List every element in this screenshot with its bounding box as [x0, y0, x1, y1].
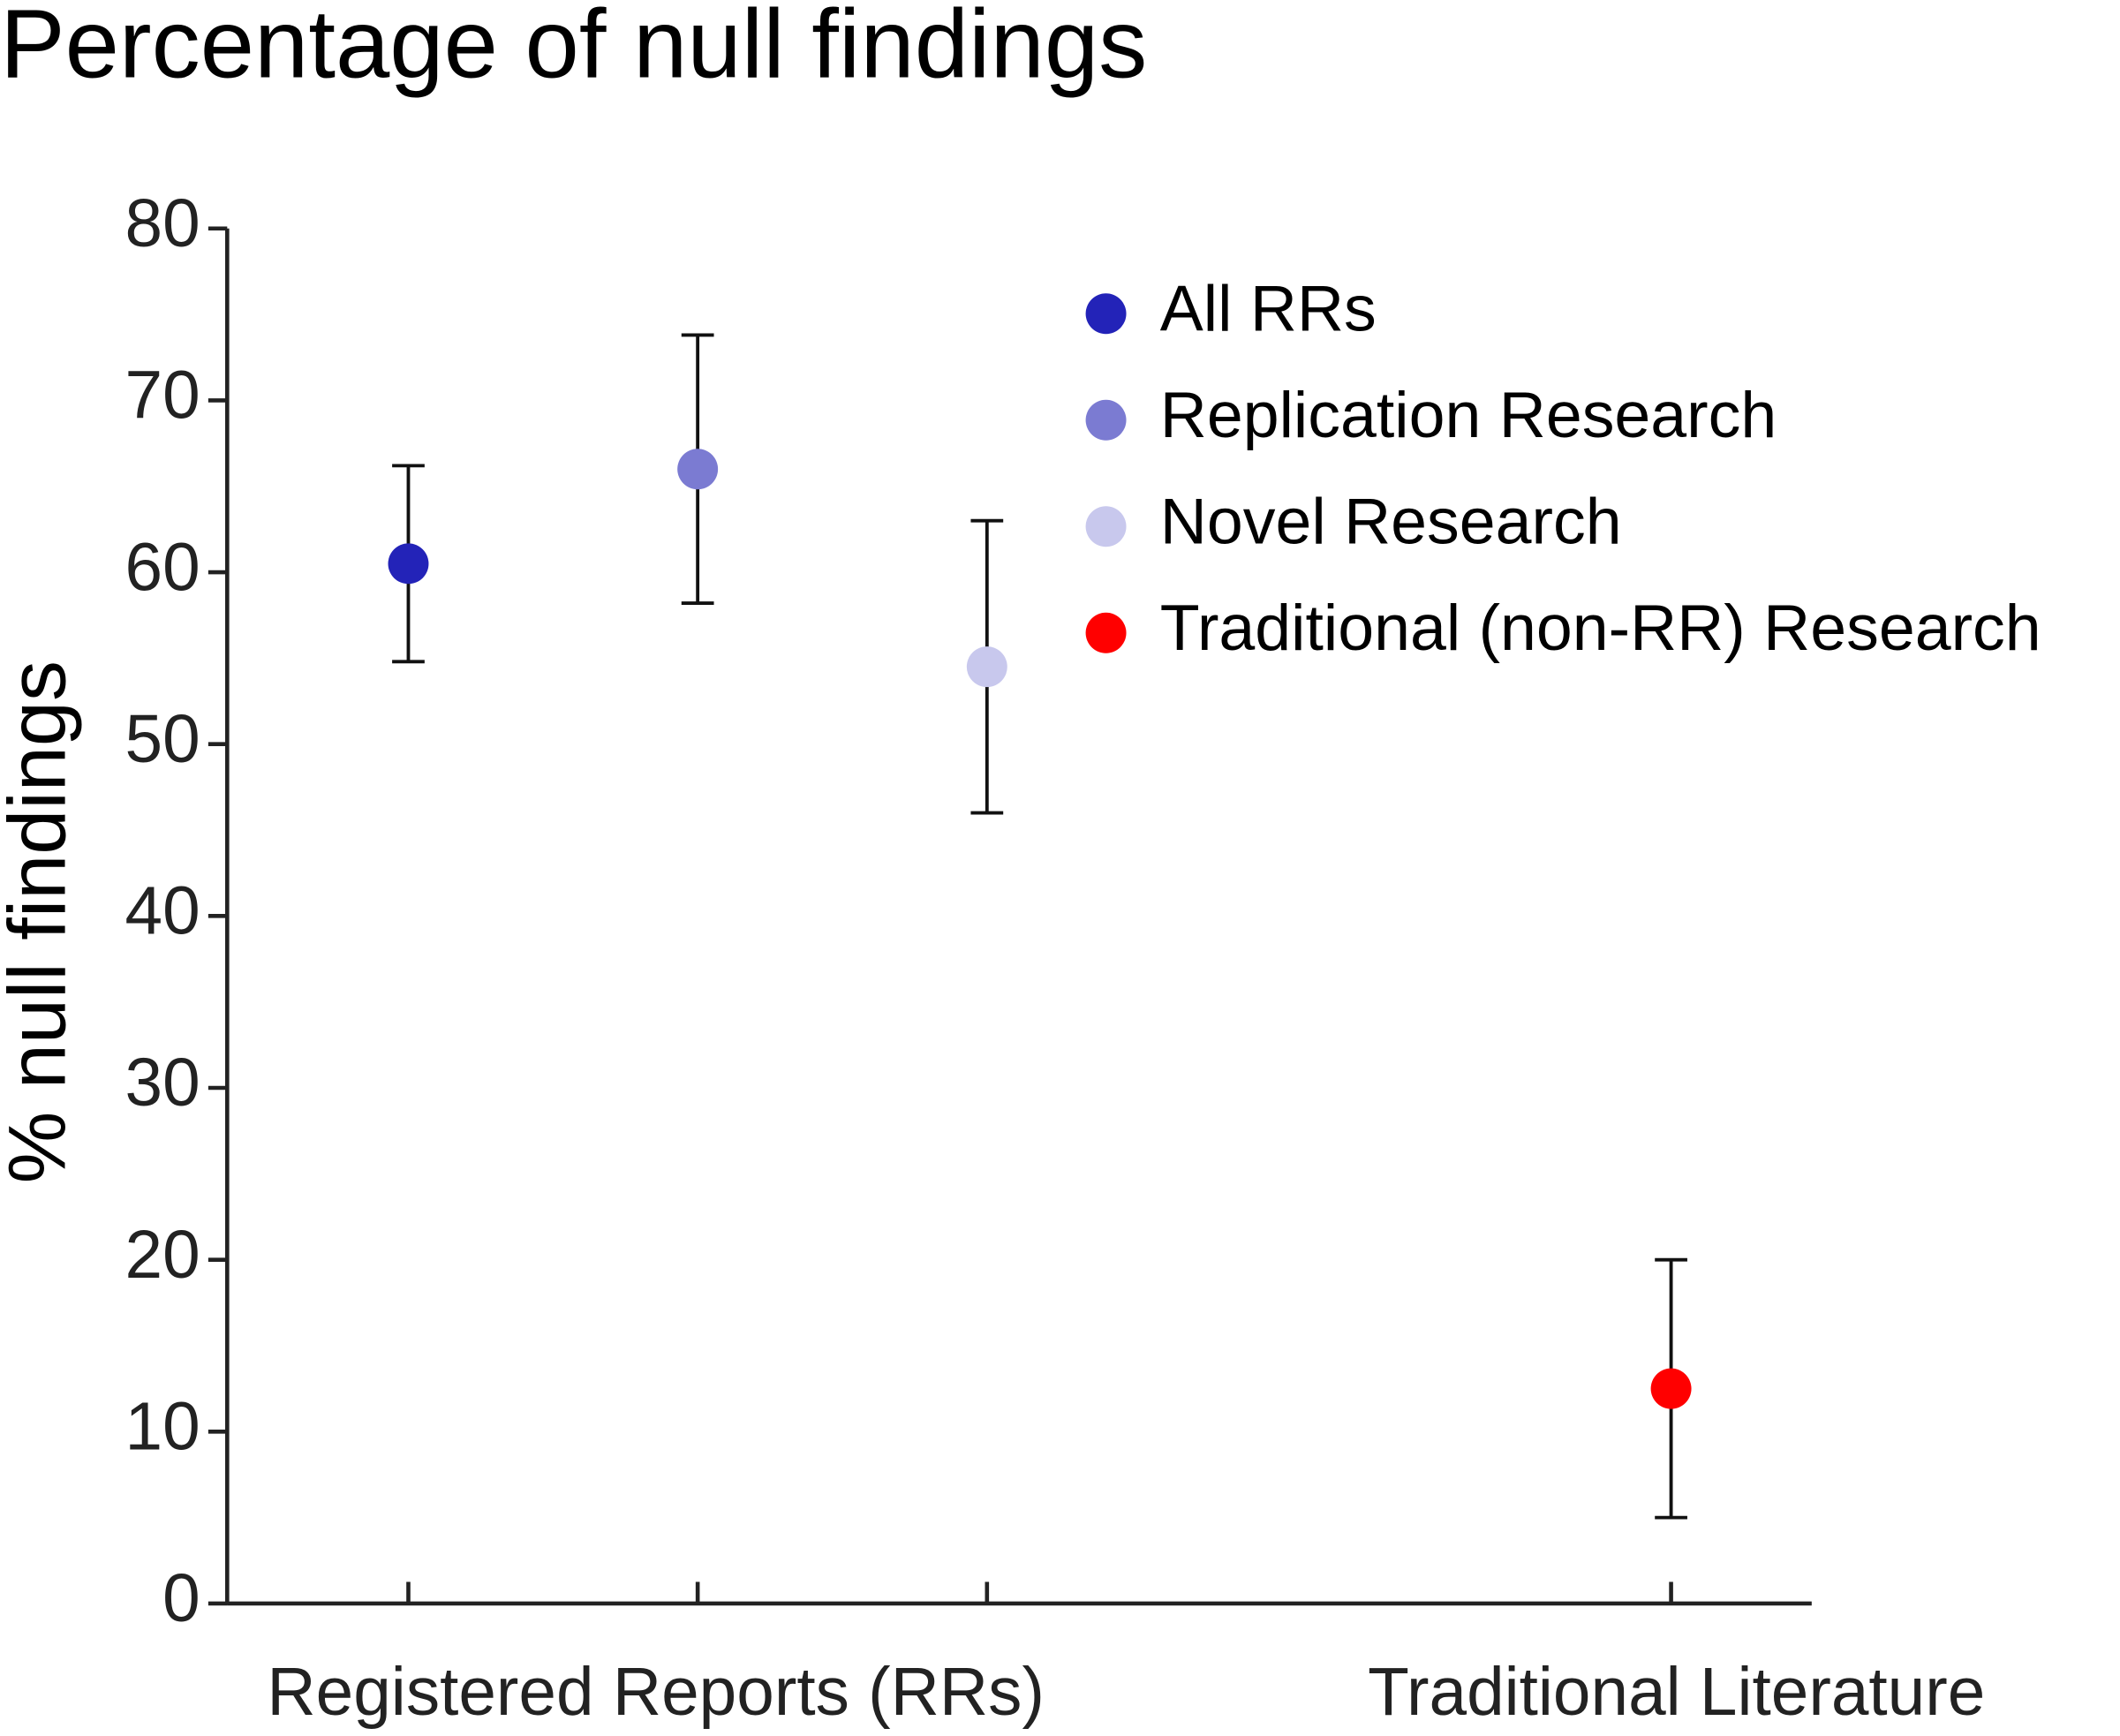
legend-label: Novel Research	[1160, 485, 1622, 558]
legend-marker	[1085, 293, 1127, 335]
x-group-label: Registered Reports (RRs)	[267, 1655, 1045, 1730]
legend-marker	[1085, 612, 1127, 653]
legend-label: All RRs	[1160, 272, 1377, 345]
y-tick-label: 60	[125, 530, 200, 605]
legend-marker	[1085, 506, 1127, 547]
point	[388, 543, 429, 585]
y-tick-label: 0	[162, 1561, 200, 1636]
point	[1650, 1368, 1692, 1409]
y-tick-label: 10	[125, 1390, 200, 1465]
y-axis-label: % null findings	[0, 660, 82, 1183]
legend-label: Traditional (non-RR) Research	[1160, 591, 2041, 664]
point	[966, 646, 1007, 688]
y-tick-label: 40	[125, 874, 200, 949]
x-group-label: Traditional Literature	[1368, 1655, 1985, 1730]
y-tick-label: 50	[125, 702, 200, 777]
legend-marker	[1085, 399, 1127, 441]
y-tick-label: 30	[125, 1045, 200, 1121]
point	[677, 449, 719, 490]
chart-title: Percentage of null findings	[0, 0, 1147, 98]
y-tick-label: 20	[125, 1218, 200, 1293]
y-tick-label: 70	[125, 359, 200, 434]
legend-label: Replication Research	[1160, 378, 1777, 451]
y-tick-label: 80	[125, 186, 200, 261]
